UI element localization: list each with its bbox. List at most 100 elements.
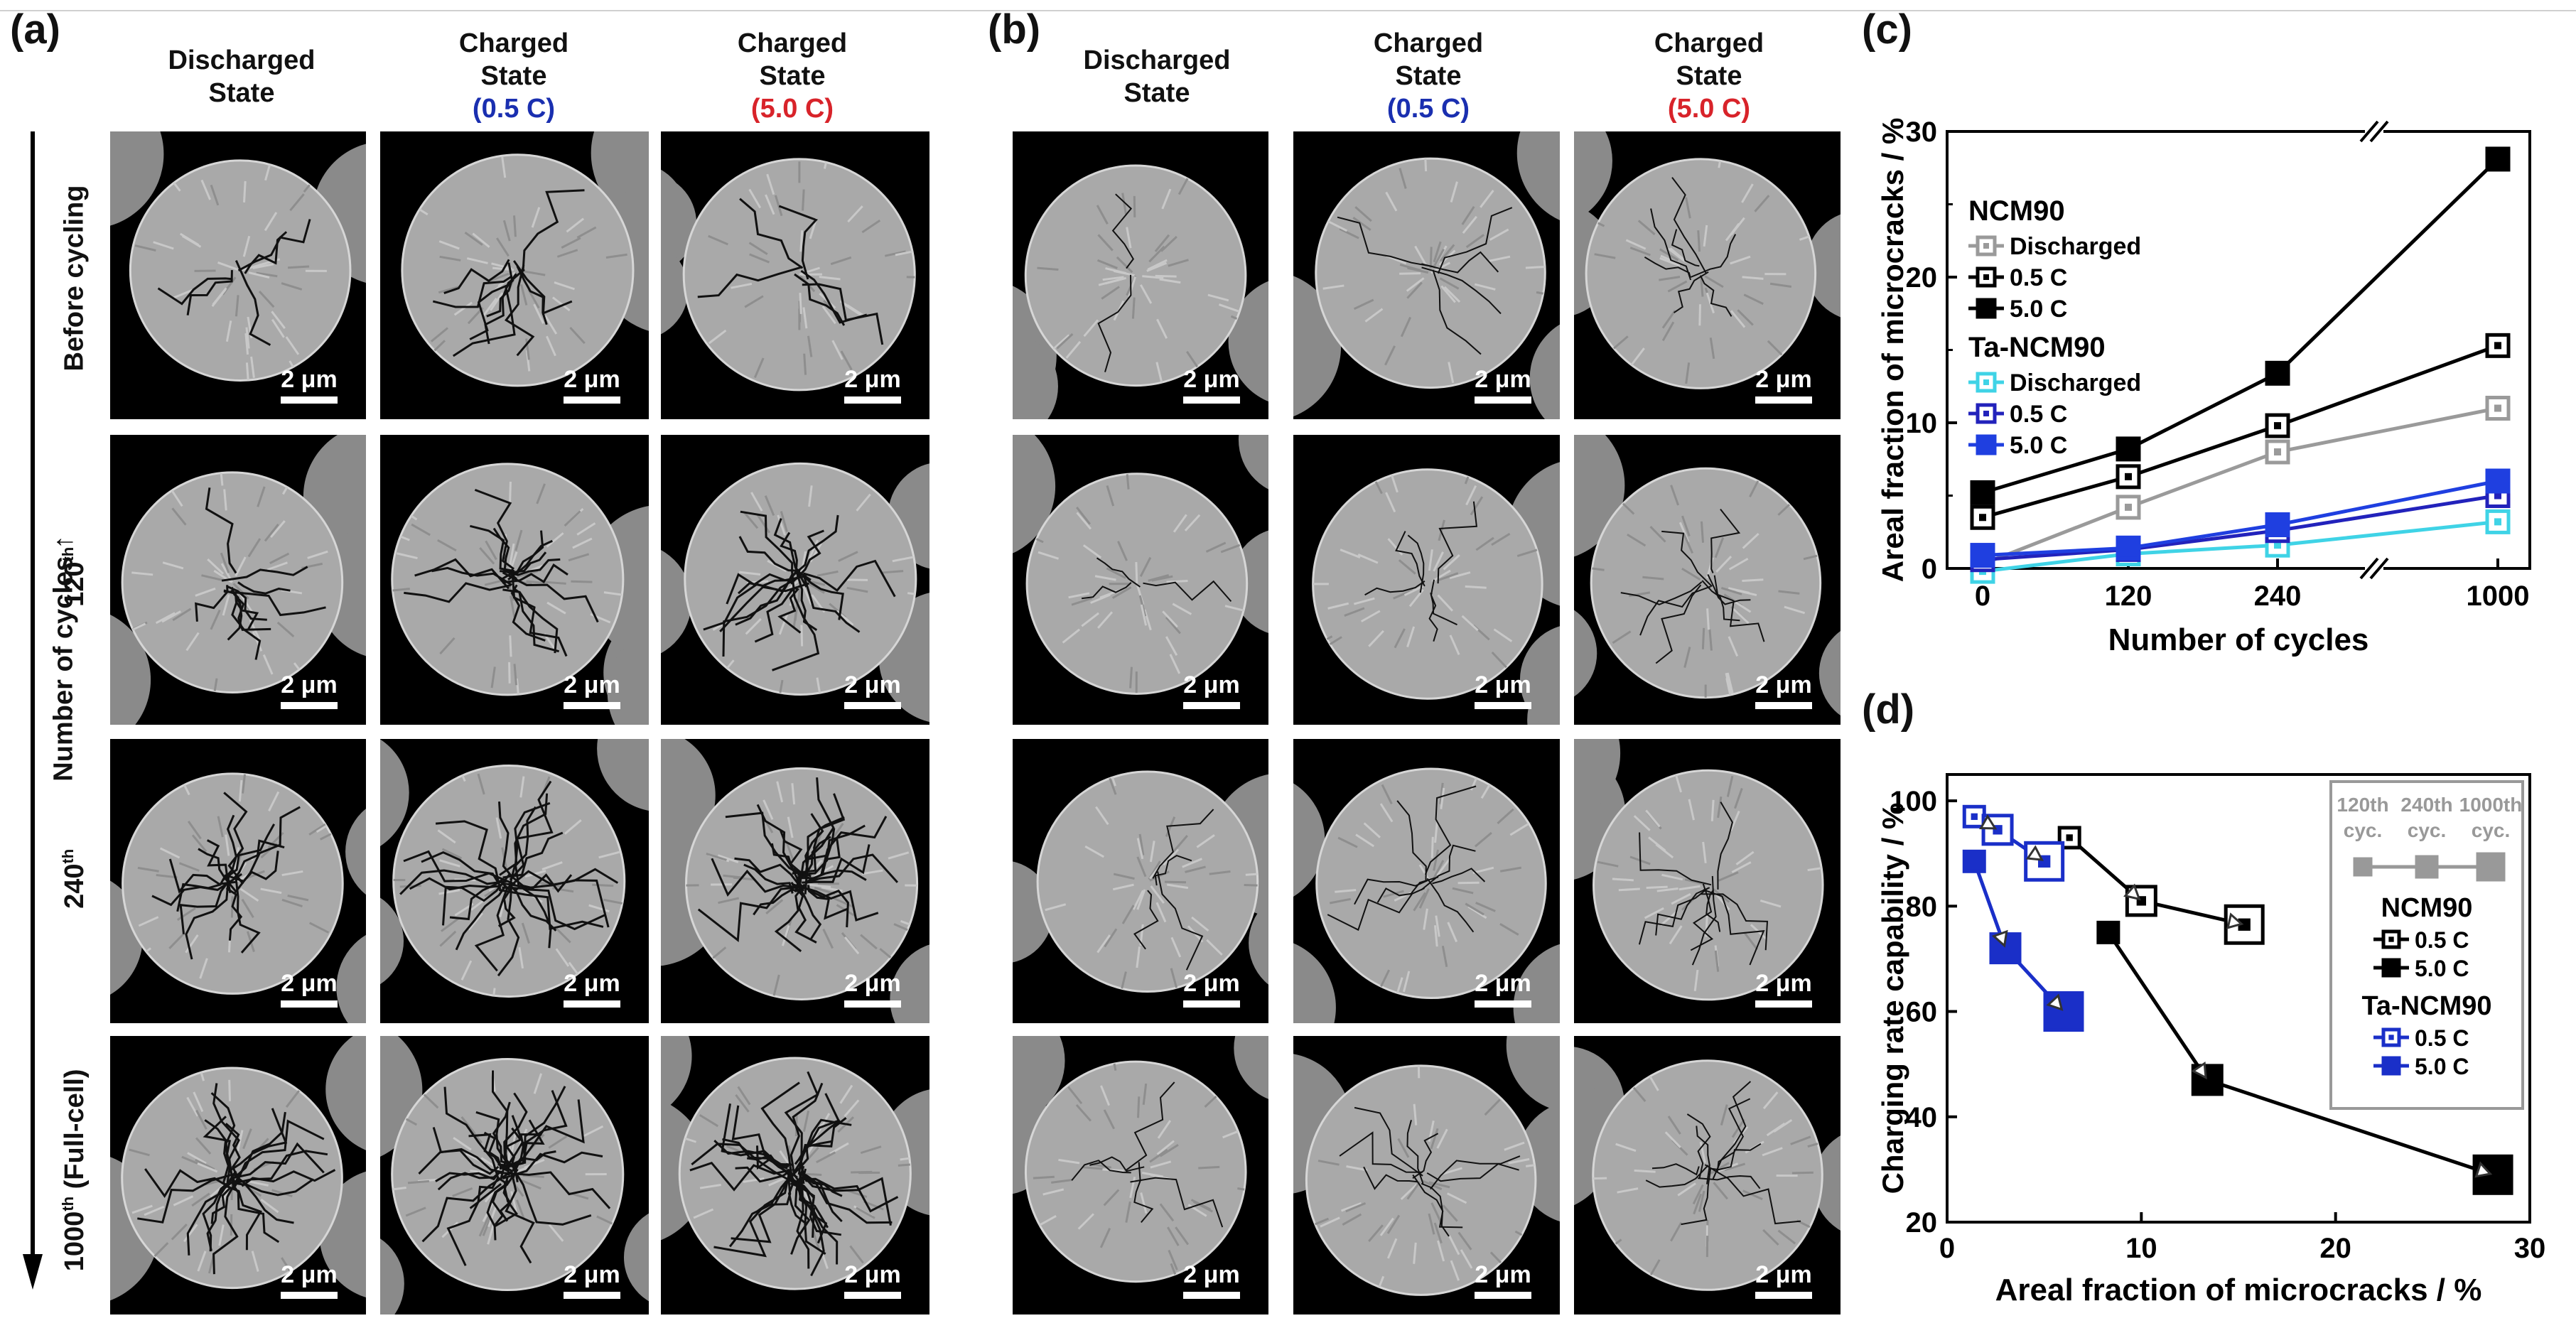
grain-texture bbox=[893, 923, 908, 932]
grain-texture bbox=[1245, 873, 1258, 876]
grain-texture bbox=[464, 231, 483, 246]
microcrack bbox=[512, 260, 573, 315]
scale-bar-label: 2 μm bbox=[564, 366, 620, 393]
data-point bbox=[2485, 333, 2511, 358]
grain-texture bbox=[817, 570, 839, 577]
grain-texture bbox=[1386, 254, 1407, 265]
microcrack bbox=[421, 1169, 514, 1243]
grain-texture bbox=[1508, 1157, 1530, 1165]
axis-break-mark bbox=[2359, 120, 2379, 143]
scale-bar-line bbox=[1755, 1000, 1812, 1008]
grain-texture bbox=[1664, 1131, 1681, 1148]
grain-texture bbox=[1077, 1213, 1094, 1230]
microcrack bbox=[223, 590, 326, 617]
grain-texture bbox=[1386, 1214, 1401, 1234]
microcrack bbox=[1661, 530, 1713, 588]
grain-texture bbox=[569, 326, 586, 345]
scale-bar-label: 2 μm bbox=[1755, 970, 1812, 997]
grain-texture bbox=[222, 594, 230, 616]
neighbor-particle bbox=[1234, 1036, 1268, 1099]
grain-texture bbox=[1402, 971, 1411, 993]
grain-texture bbox=[1102, 1168, 1124, 1172]
grain-texture bbox=[1762, 1091, 1779, 1110]
grain-texture bbox=[1160, 235, 1177, 252]
grain-texture bbox=[1430, 836, 1434, 858]
particle-image bbox=[1013, 164, 1268, 419]
col-head-line3: (5.0 C) bbox=[1667, 94, 1751, 124]
neighbor-particle bbox=[661, 244, 689, 335]
microcrack bbox=[1426, 1162, 1519, 1182]
col-head-b-charged-05: Charged State (0.5 C) bbox=[1300, 27, 1556, 125]
scale-bar-label: 2 μm bbox=[281, 671, 338, 698]
grain-texture bbox=[1710, 1162, 1730, 1175]
data-point-dot bbox=[2494, 518, 2501, 526]
row-label-num: 1000 bbox=[59, 1211, 90, 1272]
grain-texture bbox=[548, 1135, 568, 1149]
grain-texture bbox=[1140, 604, 1148, 626]
grain-texture bbox=[1461, 206, 1475, 225]
arrow-head bbox=[2474, 1161, 2493, 1178]
grain-texture bbox=[524, 1158, 545, 1169]
grain-texture bbox=[260, 887, 282, 895]
microcrack bbox=[1655, 887, 1710, 936]
grain-texture bbox=[1320, 1216, 1340, 1228]
grain-texture bbox=[289, 360, 294, 368]
microcrack bbox=[1437, 501, 1478, 584]
grain-texture bbox=[1467, 905, 1487, 919]
grain-texture bbox=[1142, 1083, 1148, 1106]
grain-texture bbox=[1704, 275, 1724, 288]
microcrack bbox=[780, 531, 812, 581]
grain-texture bbox=[1173, 514, 1187, 533]
grain-texture bbox=[807, 335, 813, 357]
grain-texture bbox=[717, 854, 739, 863]
grain-texture bbox=[237, 1130, 244, 1152]
grain-texture bbox=[1432, 860, 1445, 880]
grain-texture bbox=[521, 1179, 541, 1190]
microcrack bbox=[1363, 1166, 1418, 1190]
grain-texture bbox=[176, 907, 196, 921]
scale-bar-line bbox=[1755, 396, 1812, 404]
sem-micrograph: 2 μm bbox=[1574, 131, 1841, 419]
grain-texture bbox=[281, 1257, 291, 1273]
grain-texture bbox=[287, 895, 309, 902]
particle-image bbox=[110, 772, 366, 1023]
microcrack bbox=[225, 851, 279, 883]
data-point-dot bbox=[2274, 541, 2281, 549]
legend-marker-square bbox=[2381, 958, 2401, 978]
x-axis-label: Number of cycles bbox=[2108, 622, 2369, 657]
microcrack bbox=[1437, 207, 1513, 274]
grain-texture bbox=[1191, 916, 1209, 932]
sem-micrograph: 2 μm bbox=[1574, 1036, 1841, 1314]
grain-texture bbox=[907, 592, 915, 595]
grain-texture bbox=[846, 586, 868, 593]
microcrack bbox=[734, 857, 805, 892]
grain-texture bbox=[1117, 541, 1128, 561]
microcrack bbox=[442, 873, 511, 926]
particle bbox=[1024, 164, 1247, 387]
sem-micrograph: 2 μm bbox=[380, 1036, 649, 1314]
neighbor-particle bbox=[1293, 943, 1336, 1023]
neighbor-particle bbox=[380, 897, 404, 985]
grain-texture bbox=[830, 256, 852, 266]
grain-texture bbox=[281, 870, 303, 877]
x-tick-label: 1000 bbox=[2467, 581, 2530, 612]
grain-texture bbox=[1126, 474, 1130, 490]
grain-texture bbox=[155, 612, 176, 625]
grain-texture bbox=[1493, 628, 1513, 642]
legend-marker bbox=[1976, 235, 1997, 257]
microcrack bbox=[509, 780, 554, 881]
grain-texture bbox=[1497, 808, 1514, 824]
grain-texture bbox=[1156, 1140, 1175, 1155]
grain-texture bbox=[245, 327, 250, 349]
grain-texture bbox=[1597, 860, 1619, 868]
particle-image bbox=[661, 462, 929, 723]
microcrack bbox=[443, 1086, 500, 1181]
grain-texture bbox=[1465, 902, 1484, 916]
grain-texture bbox=[764, 495, 775, 517]
x-tick-label: 20 bbox=[2319, 1233, 2351, 1264]
grain-texture bbox=[1131, 297, 1136, 319]
grain-texture bbox=[1622, 502, 1635, 515]
col-head-line1: Charged bbox=[1654, 28, 1764, 58]
grain-texture bbox=[437, 539, 457, 552]
col-head-line2: State bbox=[1676, 61, 1742, 91]
